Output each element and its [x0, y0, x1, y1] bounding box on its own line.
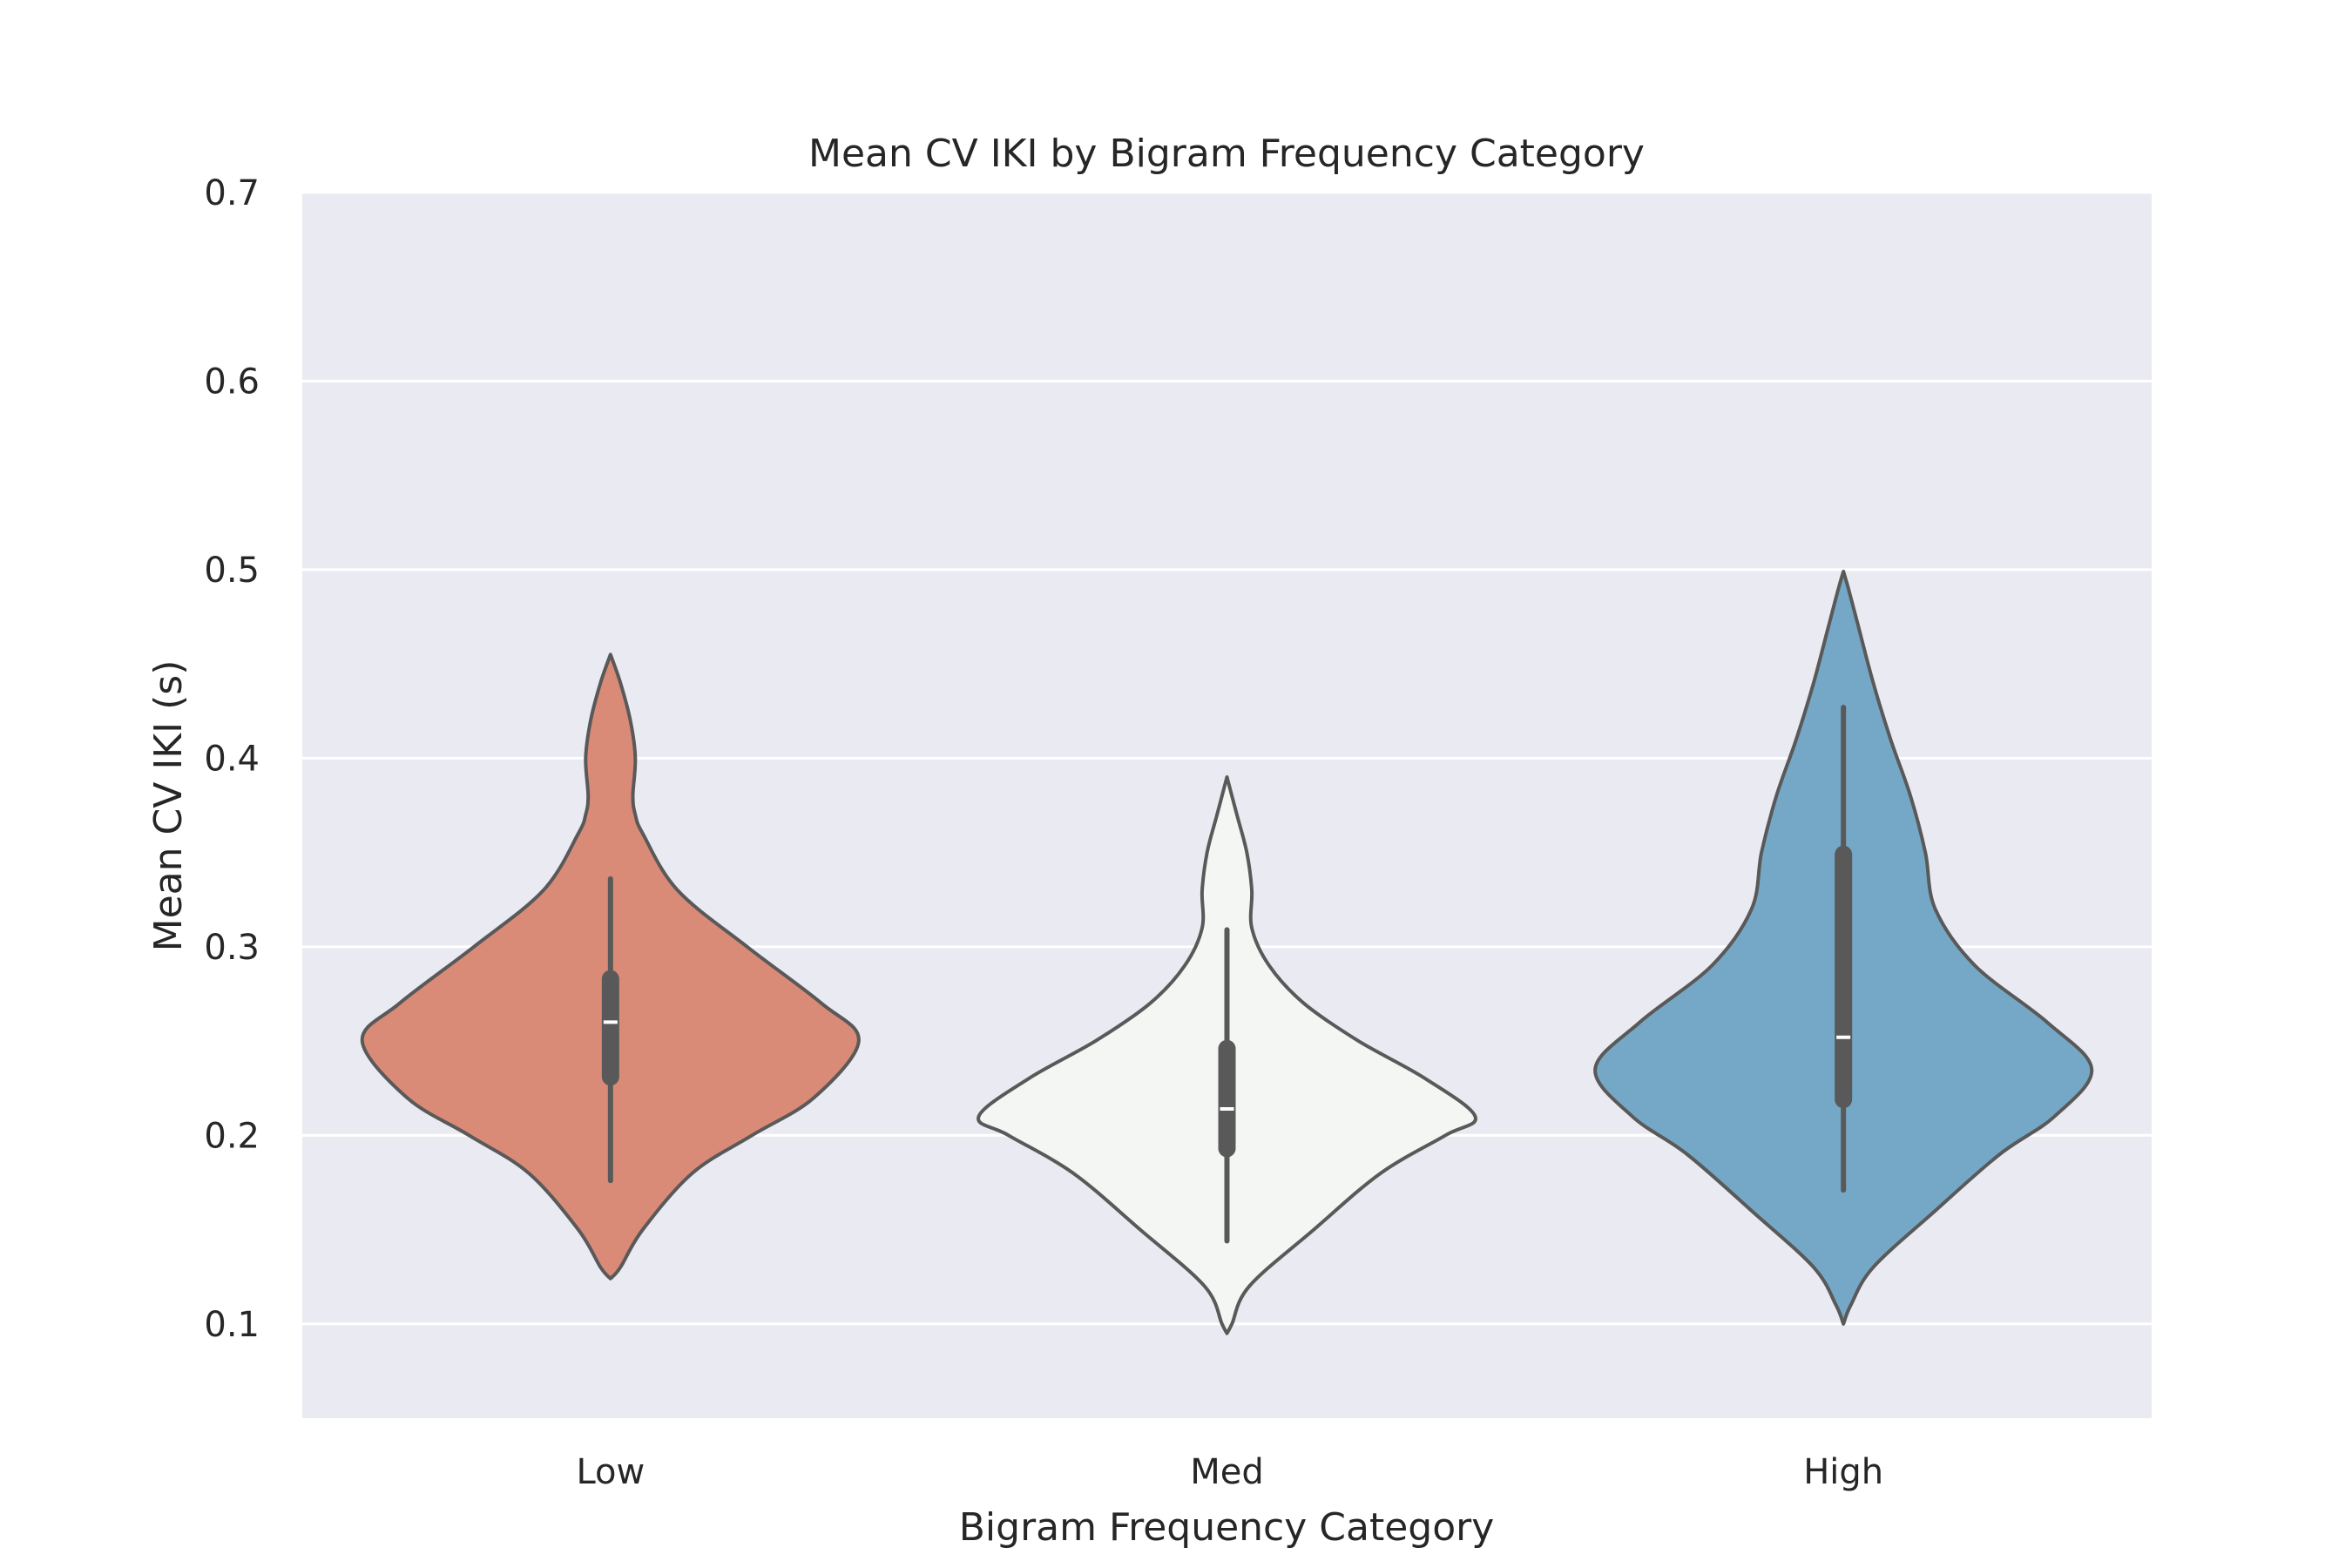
- y-tick-label-4: 0.5: [204, 551, 260, 591]
- violin-high: [1593, 570, 2094, 1326]
- y-tick-label-1: 0.2: [204, 1116, 260, 1156]
- y-tick-label-5: 0.6: [204, 362, 260, 402]
- y-tick-labels: 0.1 0.2 0.3 0.4 0.5 0.6 0.7: [204, 173, 260, 1345]
- violin-med: [977, 775, 1477, 1335]
- x-tick-label-low: Low: [576, 1452, 645, 1492]
- y-axis-label: Mean CV IKI (s): [146, 660, 191, 952]
- x-axis-label: Bigram Frequency Category: [959, 1505, 1495, 1550]
- y-tick-label-2: 0.3: [204, 928, 260, 968]
- x-tick-label-high: High: [1803, 1452, 1883, 1492]
- y-tick-label-3: 0.4: [204, 739, 260, 779]
- y-tick-label-0: 0.1: [204, 1305, 260, 1345]
- x-tick-labels: Low Med High: [576, 1452, 1883, 1492]
- chart-title: Mean CV IKI by Bigram Frequency Category: [808, 132, 1645, 176]
- violin-low: [360, 652, 861, 1281]
- x-tick-label-med: Med: [1190, 1452, 1264, 1492]
- violins: [360, 570, 2094, 1335]
- y-tick-label-6: 0.7: [204, 173, 260, 213]
